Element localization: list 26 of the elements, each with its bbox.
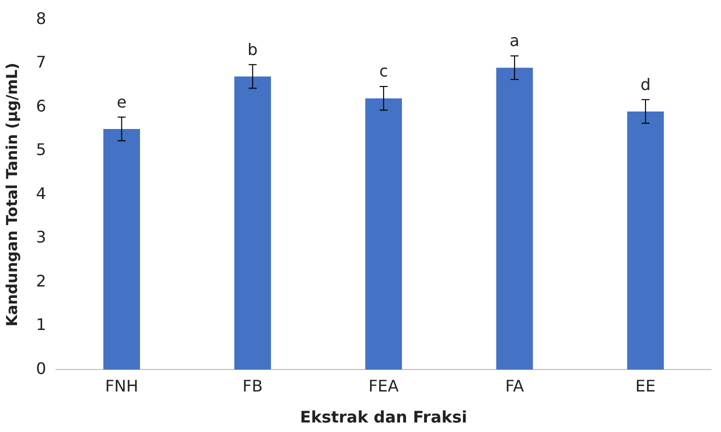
bar: [103, 128, 140, 370]
y-tick-label: 0: [36, 358, 46, 378]
x-tick-label: FNH: [105, 376, 138, 396]
x-tick-label: EE: [635, 376, 656, 396]
bar: [496, 68, 533, 370]
y-tick-label: 6: [36, 96, 46, 116]
x-tick-label: FEA: [368, 376, 399, 396]
y-axis-title: Kandungan Total Tanin (µg/mL): [2, 62, 21, 326]
annotation: d: [640, 74, 651, 94]
y-tick-label: 4: [36, 184, 46, 203]
annotation: e: [116, 92, 127, 112]
bar: [365, 98, 402, 370]
x-tick-label: FB: [242, 376, 263, 396]
y-tick-label: 5: [36, 140, 46, 160]
annotation: c: [379, 62, 388, 81]
y-tick-label: 3: [36, 228, 46, 247]
annotation: a: [510, 31, 520, 50]
x-tick-label: FA: [505, 376, 524, 396]
bar: [627, 111, 664, 370]
y-tick-label: 7: [36, 52, 46, 72]
y-tick-label: 2: [36, 271, 46, 290]
annotation: b: [248, 40, 258, 59]
x-axis-title: Ekstrak dan Fraksi: [300, 408, 468, 427]
y-tick-label: 1: [36, 315, 46, 334]
y-tick-label: 8: [36, 8, 46, 28]
bar: [234, 76, 271, 370]
